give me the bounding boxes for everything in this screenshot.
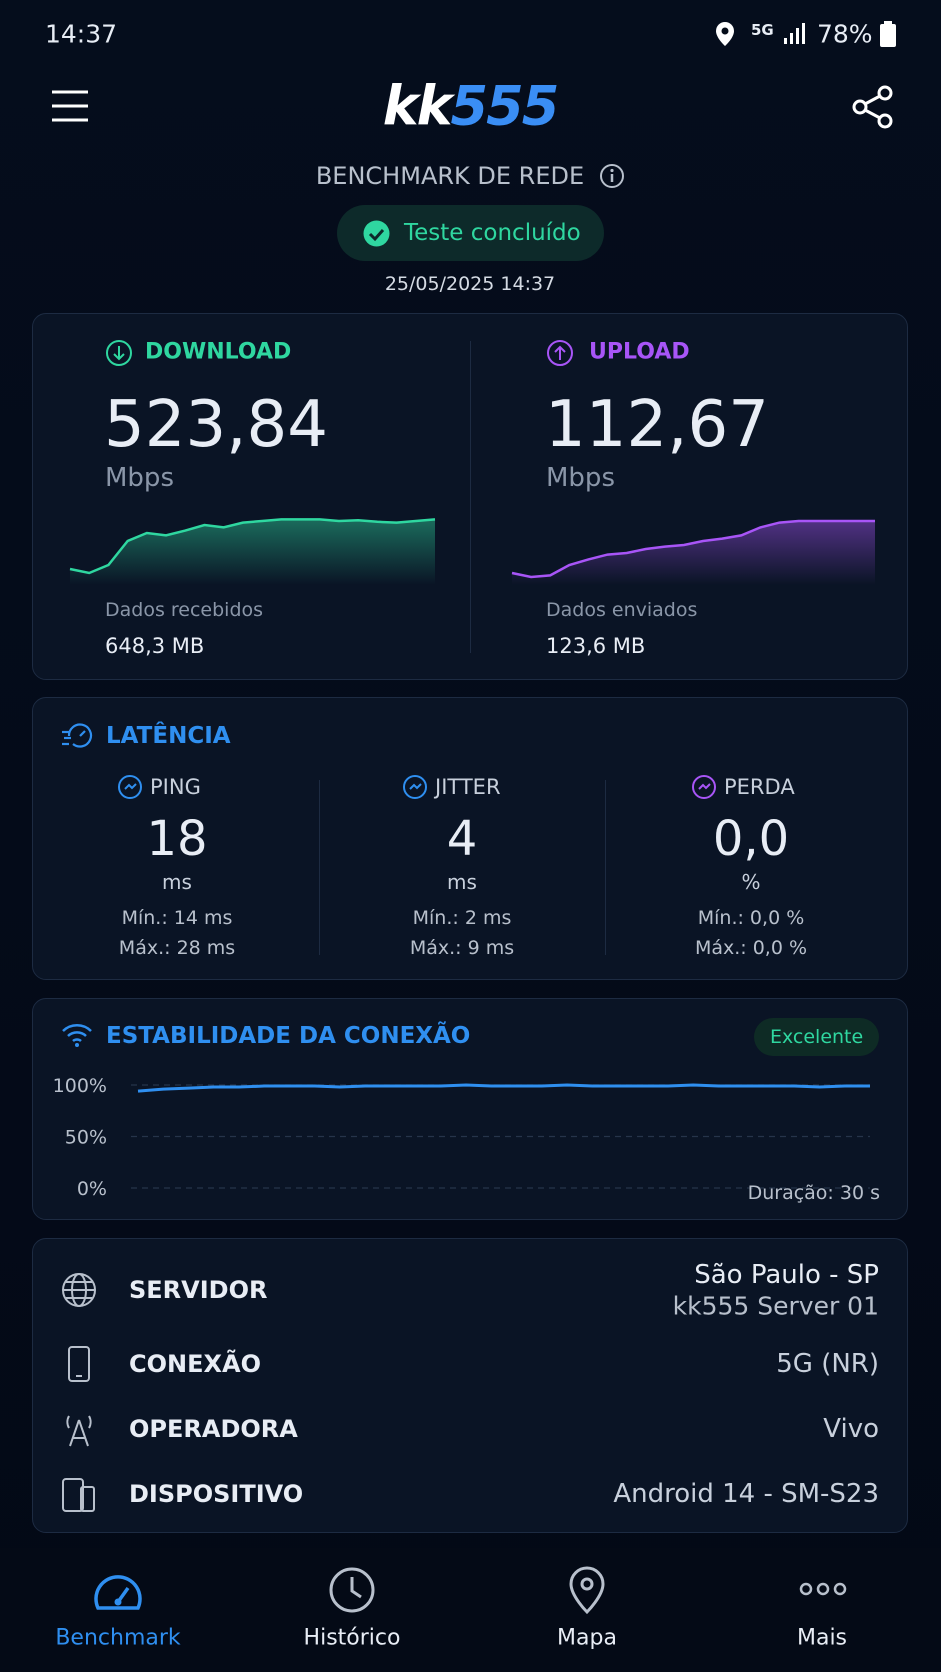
metric-unit: ms [447,870,477,894]
share-button[interactable] [852,85,894,129]
logo-right: 555 [450,74,560,138]
metric-max: Máx.: 28 ms [118,937,236,959]
info-value: 5G (NR) [776,1349,879,1379]
metric-min: Mín.: 14 ms [121,907,233,929]
menu-button[interactable] [52,90,88,122]
y-tick-label: 100% [53,1075,107,1097]
stability-chart: 0% 50% 100% [53,1075,870,1200]
info-icon[interactable] [599,163,625,189]
metric-unit: ms [162,870,192,894]
download-label: DOWNLOAD [145,339,292,365]
upload-label: UPLOAD [589,339,690,365]
download-chart [69,518,436,585]
page-title: BENCHMARK DE REDE [315,162,585,190]
history-icon[interactable] [328,1566,376,1614]
download-data-value: 648,3 MB [105,634,205,658]
test-datetime: 25/05/2025 14:37 [384,273,556,295]
y-tick-label: 50% [65,1127,107,1149]
speed-line [69,518,436,575]
logo-left: kk [382,74,453,138]
info-value: Vivo [823,1414,879,1444]
info-value: Android 14 - SM-S23 [613,1479,879,1509]
metric-icon [403,775,427,799]
info-label: OPERADORA [129,1415,298,1443]
battery-icon [880,21,896,47]
metric-icon [692,775,716,799]
metric-unit: % [741,870,761,894]
upload-value: 112,67 [545,388,769,462]
upload-icon [547,340,573,366]
phone-icon [68,1346,90,1382]
latency-card [32,697,908,980]
download-value: 523,84 [104,388,328,462]
download-icon [106,340,132,366]
metric-value: 18 [146,811,208,867]
nav-label[interactable]: Histórico [303,1625,401,1651]
status-time: 14:37 [45,19,118,49]
stability-line [137,1083,870,1093]
stability-title: ESTABILIDADE DA CONEXÃO [106,1023,471,1049]
metric-icon [118,775,142,799]
metric-min: Mín.: 0,0 % [697,907,805,929]
upload-data-label: Dados enviados [546,599,698,621]
latency-title: LATÊNCIA [106,723,231,749]
download-data-label: Dados recebidos [105,599,264,621]
metric-label: PING [150,775,201,799]
upload-chart [511,519,875,585]
info-label: CONEXÃO [129,1350,261,1378]
battery-level: 78% [817,19,873,49]
info-value-secondary: kk555 Server 01 [672,1291,879,1321]
latency-icon [62,723,93,748]
test-duration: Duração: 30 s [747,1182,880,1204]
logo: kk555 [382,74,560,138]
divider [605,780,606,955]
network-type: 5G [751,21,774,39]
nav-label[interactable]: Benchmark [55,1625,181,1651]
nav-label[interactable]: Mais [796,1625,848,1651]
metric-min: Mín.: 2 ms [412,907,512,929]
metric-label: PERDA [724,775,795,799]
metric-value: 0,0 [712,811,790,867]
wifi-icon [62,1024,92,1047]
metric-label: JITTER [435,775,501,799]
device-icon [62,1478,95,1512]
check-icon [363,220,390,247]
metric-max: Máx.: 0,0 % [694,937,808,959]
download-unit: Mbps [105,463,174,493]
map-icon[interactable] [568,1566,606,1615]
info-label: SERVIDOR [129,1276,268,1304]
metric-value: 4 [446,811,478,867]
more-icon[interactable] [799,1582,847,1596]
speed-line [511,519,875,579]
benchmark-icon[interactable] [93,1568,143,1612]
y-tick-label: 0% [77,1178,107,1200]
server-icon [62,1273,96,1307]
metric-max: Máx.: 9 ms [409,937,515,959]
upload-data-value: 123,6 MB [546,634,646,658]
nav-label[interactable]: Mapa [557,1625,617,1651]
divider [470,341,471,653]
upload-unit: Mbps [546,463,615,493]
location-icon [716,22,734,46]
tower-icon [66,1415,92,1447]
area-fill [512,521,875,585]
quality-badge: Excelente [754,1018,880,1056]
info-card [32,1238,908,1533]
status-text: Teste concluído [404,220,581,246]
divider [319,780,320,955]
bottom-nav [0,1548,941,1672]
info-value: São Paulo - SP [694,1260,879,1290]
signal-icon [784,23,805,44]
info-label: DISPOSITIVO [129,1480,304,1508]
